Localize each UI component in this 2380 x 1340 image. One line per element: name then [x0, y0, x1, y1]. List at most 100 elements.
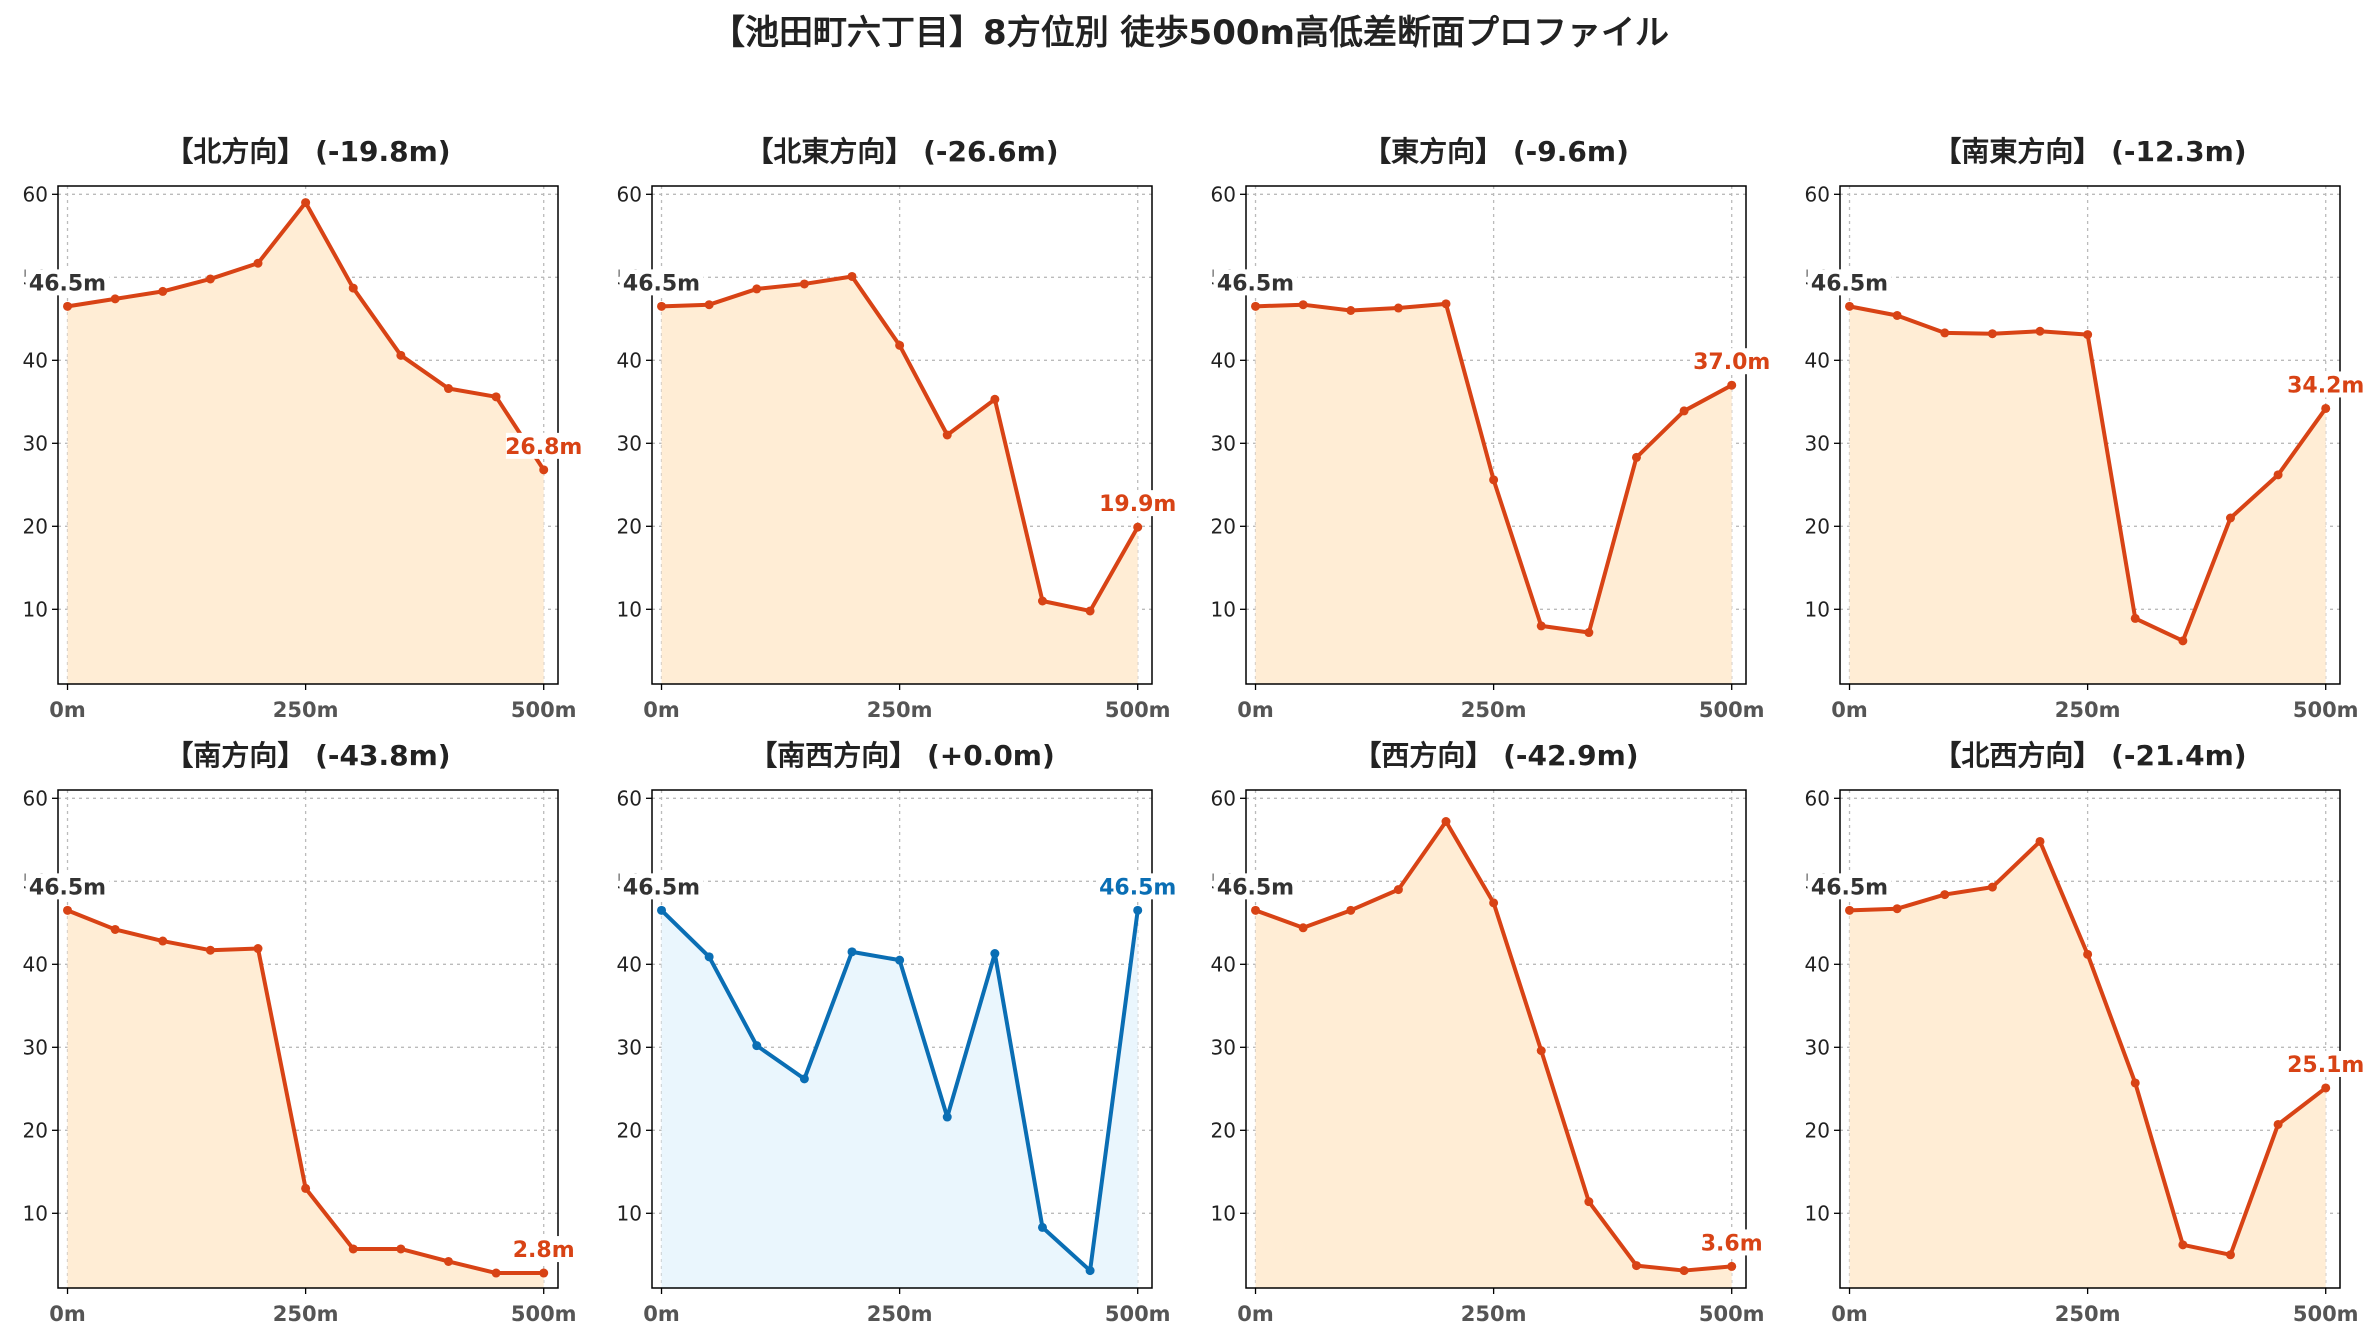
start-label: 46.5m	[29, 875, 106, 900]
end-label-box	[1693, 348, 1770, 375]
data-point	[348, 283, 358, 293]
x-tick-label: 0m	[1831, 1302, 1868, 1326]
data-point	[1441, 817, 1451, 827]
data-point	[1892, 310, 1902, 320]
end-label-box	[1099, 490, 1176, 517]
data-point	[443, 1256, 453, 1266]
x-tick-label: 0m	[643, 698, 680, 722]
data-point	[2225, 513, 2235, 523]
x-tick-label: 500m	[511, 698, 577, 722]
data-point	[1845, 301, 1855, 311]
data-point	[657, 301, 667, 311]
data-point	[1037, 1222, 1047, 1232]
y-tick-label: 60	[617, 786, 642, 810]
plot-frame	[1245, 789, 1747, 1289]
end-label: 25.1m	[2287, 1053, 2364, 1078]
data-point	[990, 949, 1000, 959]
data-point	[2273, 1119, 2283, 1129]
end-label: 26.8m	[505, 435, 582, 460]
y-tick-label: 40	[23, 952, 48, 976]
start-label-box	[1807, 873, 1892, 900]
y-tick-label: 40	[617, 952, 642, 976]
data-point	[2083, 949, 2093, 959]
data-point	[2273, 470, 2283, 480]
x-tick-label: 500m	[2293, 698, 2359, 722]
y-tick-label: 30	[1211, 1035, 1236, 1059]
start-label-box	[25, 873, 110, 900]
plot-frame	[651, 789, 1153, 1289]
data-point	[1940, 328, 1950, 338]
y-tick-label: 20	[23, 514, 48, 538]
data-point	[396, 350, 406, 360]
y-tick-label: 10	[1805, 597, 1830, 621]
y-tick-label: 30	[1805, 431, 1830, 455]
x-tick-label: 250m	[2055, 1302, 2121, 1326]
y-tick-label: 40	[23, 348, 48, 372]
data-point	[1298, 300, 1308, 310]
data-point	[2321, 403, 2331, 413]
end-label: 2.8m	[513, 1238, 575, 1263]
y-tick-label: 60	[1805, 182, 1830, 206]
y-tick-label: 60	[1211, 182, 1236, 206]
x-tick-label: 500m	[511, 1302, 577, 1326]
data-point	[253, 944, 263, 954]
data-point	[752, 1041, 762, 1051]
x-tick-label: 250m	[273, 698, 339, 722]
data-point	[1987, 329, 1997, 339]
panel-title: 【南西方向】 (+0.0m)	[749, 739, 1055, 772]
area-fill	[661, 910, 1138, 1288]
start-label-box	[25, 269, 110, 296]
data-point	[1085, 1266, 1095, 1276]
end-label-box	[505, 432, 582, 459]
y-tick-label: 60	[23, 786, 48, 810]
data-point	[110, 924, 120, 934]
data-point	[1727, 1261, 1737, 1271]
data-point	[1584, 1197, 1594, 1207]
data-point	[396, 1244, 406, 1254]
data-point	[1536, 621, 1546, 631]
data-point	[704, 300, 714, 310]
x-tick-label: 500m	[2293, 1302, 2359, 1326]
y-tick-label: 30	[23, 1035, 48, 1059]
panel-5: 【南西方向】 (+0.0m)1020304050600m250m500m46.5…	[617, 739, 1177, 1326]
x-tick-label: 500m	[1699, 698, 1765, 722]
data-point	[2130, 1078, 2140, 1088]
data-point	[2130, 613, 2140, 623]
y-tick-label: 30	[1805, 1035, 1830, 1059]
data-point	[942, 430, 952, 440]
panel-7: 【北西方向】 (-21.4m)1020304050600m250m500m46.…	[1805, 739, 2365, 1326]
y-tick-label: 30	[617, 1035, 642, 1059]
data-point	[1037, 596, 1047, 606]
x-tick-label: 250m	[1461, 698, 1527, 722]
start-label: 46.5m	[1217, 271, 1294, 296]
y-tick-label: 60	[1211, 786, 1236, 810]
data-point	[1679, 1266, 1689, 1276]
end-label-box	[512, 1236, 575, 1263]
data-point	[895, 340, 905, 350]
x-tick-label: 500m	[1105, 1302, 1171, 1326]
data-point	[1489, 475, 1499, 485]
data-point	[205, 945, 215, 955]
y-tick-label: 20	[617, 514, 642, 538]
end-label-box	[1099, 873, 1176, 900]
x-tick-label: 0m	[1237, 698, 1274, 722]
y-tick-label: 20	[1211, 514, 1236, 538]
data-point	[1393, 303, 1403, 313]
y-tick-label: 20	[1805, 1118, 1830, 1142]
plot-frame	[1839, 185, 2341, 685]
x-tick-label: 0m	[643, 1302, 680, 1326]
data-point	[1085, 606, 1095, 616]
data-point	[158, 936, 168, 946]
x-tick-label: 250m	[2055, 698, 2121, 722]
data-point	[301, 198, 311, 208]
x-tick-label: 0m	[1237, 1302, 1274, 1326]
data-point	[1631, 452, 1641, 462]
panel-6: 【西方向】 (-42.9m)1020304050600m250m500m46.5…	[1211, 739, 1765, 1326]
start-label-box	[1807, 269, 1892, 296]
panel-title: 【西方向】 (-42.9m)	[1353, 739, 1638, 772]
area-fill	[661, 276, 1138, 684]
plot-frame	[1245, 185, 1747, 685]
data-point	[1584, 628, 1594, 638]
data-point	[1251, 905, 1261, 915]
